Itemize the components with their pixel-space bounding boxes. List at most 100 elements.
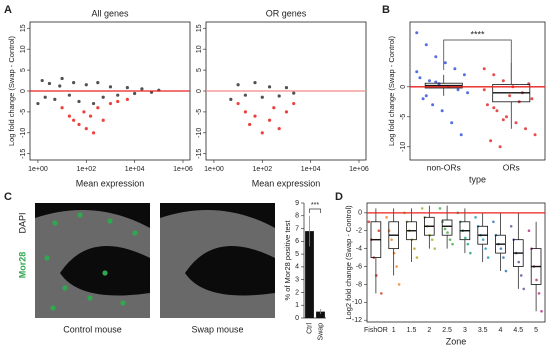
box [441,219,453,236]
y-axis-label: Log fold change (Swap - Control) [7,35,16,146]
jitter-point [530,97,534,101]
y-tick-label: -10 [400,142,407,152]
y-tick-label: 0 [20,89,27,93]
data-point [96,106,100,110]
jitter-point [535,278,538,282]
data-point [91,131,96,135]
data-point [292,101,296,106]
x-tick-label: 4.5 [513,327,523,334]
data-point [60,76,64,81]
x-axis-label: Zone [446,336,467,346]
y-tick-label: 4 [295,264,299,271]
jitter-point [504,269,508,273]
data-point [253,114,257,118]
jitter-point [438,207,442,210]
data-point [101,95,105,99]
jitter-point [489,139,493,143]
jitter-point [434,80,438,84]
stained-cell [62,285,68,291]
y-tick-label: -4 [356,245,362,252]
x-tick-label: 1e+02 [252,166,272,173]
jitter-point [415,256,419,259]
jitter-point [498,145,502,149]
jitter-point [446,231,449,234]
stained-cell [102,270,108,276]
channel-label: DAPI [17,212,27,233]
x-tick-label: 1.5 [407,327,417,334]
y-tick-label: -2 [356,228,362,235]
y-tick-label: 0 [196,89,203,93]
data-point [108,85,113,89]
x-axis-label: type [469,174,486,184]
panel-label: B [382,4,390,16]
panel-label: D [335,191,343,203]
y-tick-label: 15 [196,24,203,32]
data-point [47,81,52,86]
x-axis-label: Mean expression [76,178,145,188]
jitter-point [380,292,383,295]
y-axis-label: Log2 fold change (Swap - Control) [344,205,353,320]
data-point [116,99,120,104]
panel-label: C [4,191,12,203]
jitter-point [533,133,537,137]
y-tick-label: 1 [295,302,299,309]
plot-frame [366,202,546,323]
data-point [253,81,257,85]
data-point [101,118,105,122]
data-point [248,122,252,127]
jitter-point [469,251,472,255]
x-tick-label: 1e+00 [204,166,224,173]
y-tick-label: 0 [295,315,299,322]
x-tick-label: Ctrl [306,323,313,334]
stained-cell [120,300,126,306]
y-tick-label: -10 [352,299,362,306]
panel-label: A [4,4,12,16]
jitter-point [486,256,490,259]
jitter-point [390,238,393,241]
data-point [116,93,120,97]
x-tick-label: 1e+06 [349,166,369,173]
data-point [53,97,57,101]
jitter-point [440,109,444,113]
jitter-point [415,31,419,35]
significance: **** [470,29,485,39]
jitter-point [466,91,470,95]
jitter-point [522,287,526,291]
significance-bracket [309,208,321,213]
x-tick-label: 1 [392,327,396,334]
stained-cell [132,230,138,236]
data-point [108,101,113,106]
data-point [260,95,264,99]
data-point [260,131,264,135]
y-tick-label: -5 [196,109,203,115]
x-tick-label: 3.5 [478,327,488,334]
stained-cell [52,220,58,226]
jitter-point [514,121,518,125]
jitter-point [443,227,447,231]
x-tick-label: FishOR [364,327,388,334]
jitter-point [424,94,428,98]
jitter-point [397,283,401,286]
y-tick-label: 5 [196,68,203,72]
jitter-point [537,292,541,295]
jitter-point [448,238,452,241]
y-tick-label: 7 [295,225,299,232]
y-tick-label: 0 [400,85,407,89]
jitter-point [420,207,424,210]
x-tick-label: ORs [503,162,520,172]
y-tick-label: -12 [352,317,362,324]
plot-frame [409,21,546,161]
jitter-point [443,61,447,65]
jitter-point [421,97,425,101]
data-point [125,86,129,90]
jitter-point [437,82,441,86]
data-point [236,83,240,87]
jitter-point [524,127,528,131]
chart-title: OR genes [266,8,307,18]
x-axis-label: Mean expression [252,178,321,188]
stained-cell [107,218,113,224]
data-point [272,106,276,110]
data-point [72,118,76,122]
y-tick-label: 0 [358,210,362,217]
x-tick-label: 1e+02 [76,166,96,173]
